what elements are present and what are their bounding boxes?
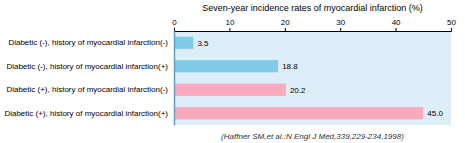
x-tick-mark: [174, 28, 175, 31]
plot-background: [174, 31, 451, 125]
category-label: Diabetic (+), history of myocardial infa…: [6, 85, 168, 94]
x-tick: 20: [281, 18, 290, 31]
bar: [174, 107, 423, 119]
data-label: 3.5: [197, 39, 209, 48]
x-tick-label: 40: [392, 18, 401, 27]
x-tick: 10: [225, 18, 234, 31]
y-tick: Diabetic (-), history of myocardial infa…: [8, 38, 174, 47]
x-axis: 0 10 20 30 40 50: [172, 18, 456, 32]
y-axis: Diabetic (-), history of myocardial infa…: [4, 32, 174, 126]
zero-line: [174, 32, 176, 126]
category-label: Diabetic (-), history of myocardial infa…: [8, 38, 168, 47]
category-label: Diabetic (-), history of myocardial infa…: [6, 62, 168, 71]
x-axis-line: [175, 28, 452, 32]
data-label: 18.8: [282, 62, 298, 71]
x-tick-label: 30: [336, 18, 345, 27]
x-tick: 40: [392, 18, 401, 31]
x-tick-label: 50: [447, 18, 456, 27]
x-tick: 30: [336, 18, 345, 31]
x-tick-label: 10: [225, 18, 234, 27]
y-tick: Diabetic (-), history of myocardial infa…: [6, 62, 174, 71]
x-tick-mark: [451, 28, 452, 31]
y-tick: Diabetic (+), history of myocardial infa…: [6, 85, 174, 94]
x-tick-label: 20: [281, 18, 290, 27]
data-label: 45.0: [427, 109, 443, 118]
x-tick-mark: [285, 28, 286, 31]
bar: [174, 84, 286, 96]
citation: (Haffner SM,et al.:N Engl J Med,339,229-…: [221, 132, 404, 141]
title: Seven-year incidence rates of myocardial…: [202, 3, 423, 13]
bar: [174, 60, 278, 72]
x-tick: 0: [172, 18, 177, 31]
x-tick-label: 0: [172, 18, 177, 27]
y-tick: Diabetic (+), history of myocardial infa…: [4, 109, 174, 118]
x-tick-mark: [229, 28, 230, 31]
chart: 0 10 20 30 40 50 Diabetic (-), history of myoc…: [0, 0, 465, 143]
data-label: 20.2: [290, 86, 306, 95]
bar: [174, 37, 193, 49]
data-labels: 3.5 18.8 20.2 45.0: [197, 39, 443, 119]
plot: 0 10 20 30 40 50 Diabetic (-), history of myoc…: [4, 18, 456, 126]
category-label: Diabetic (+), history of myocardial infa…: [4, 109, 168, 118]
x-tick: 50: [447, 18, 456, 31]
x-tick-mark: [396, 28, 397, 31]
x-tick-mark: [340, 28, 341, 31]
bars: [174, 37, 423, 120]
